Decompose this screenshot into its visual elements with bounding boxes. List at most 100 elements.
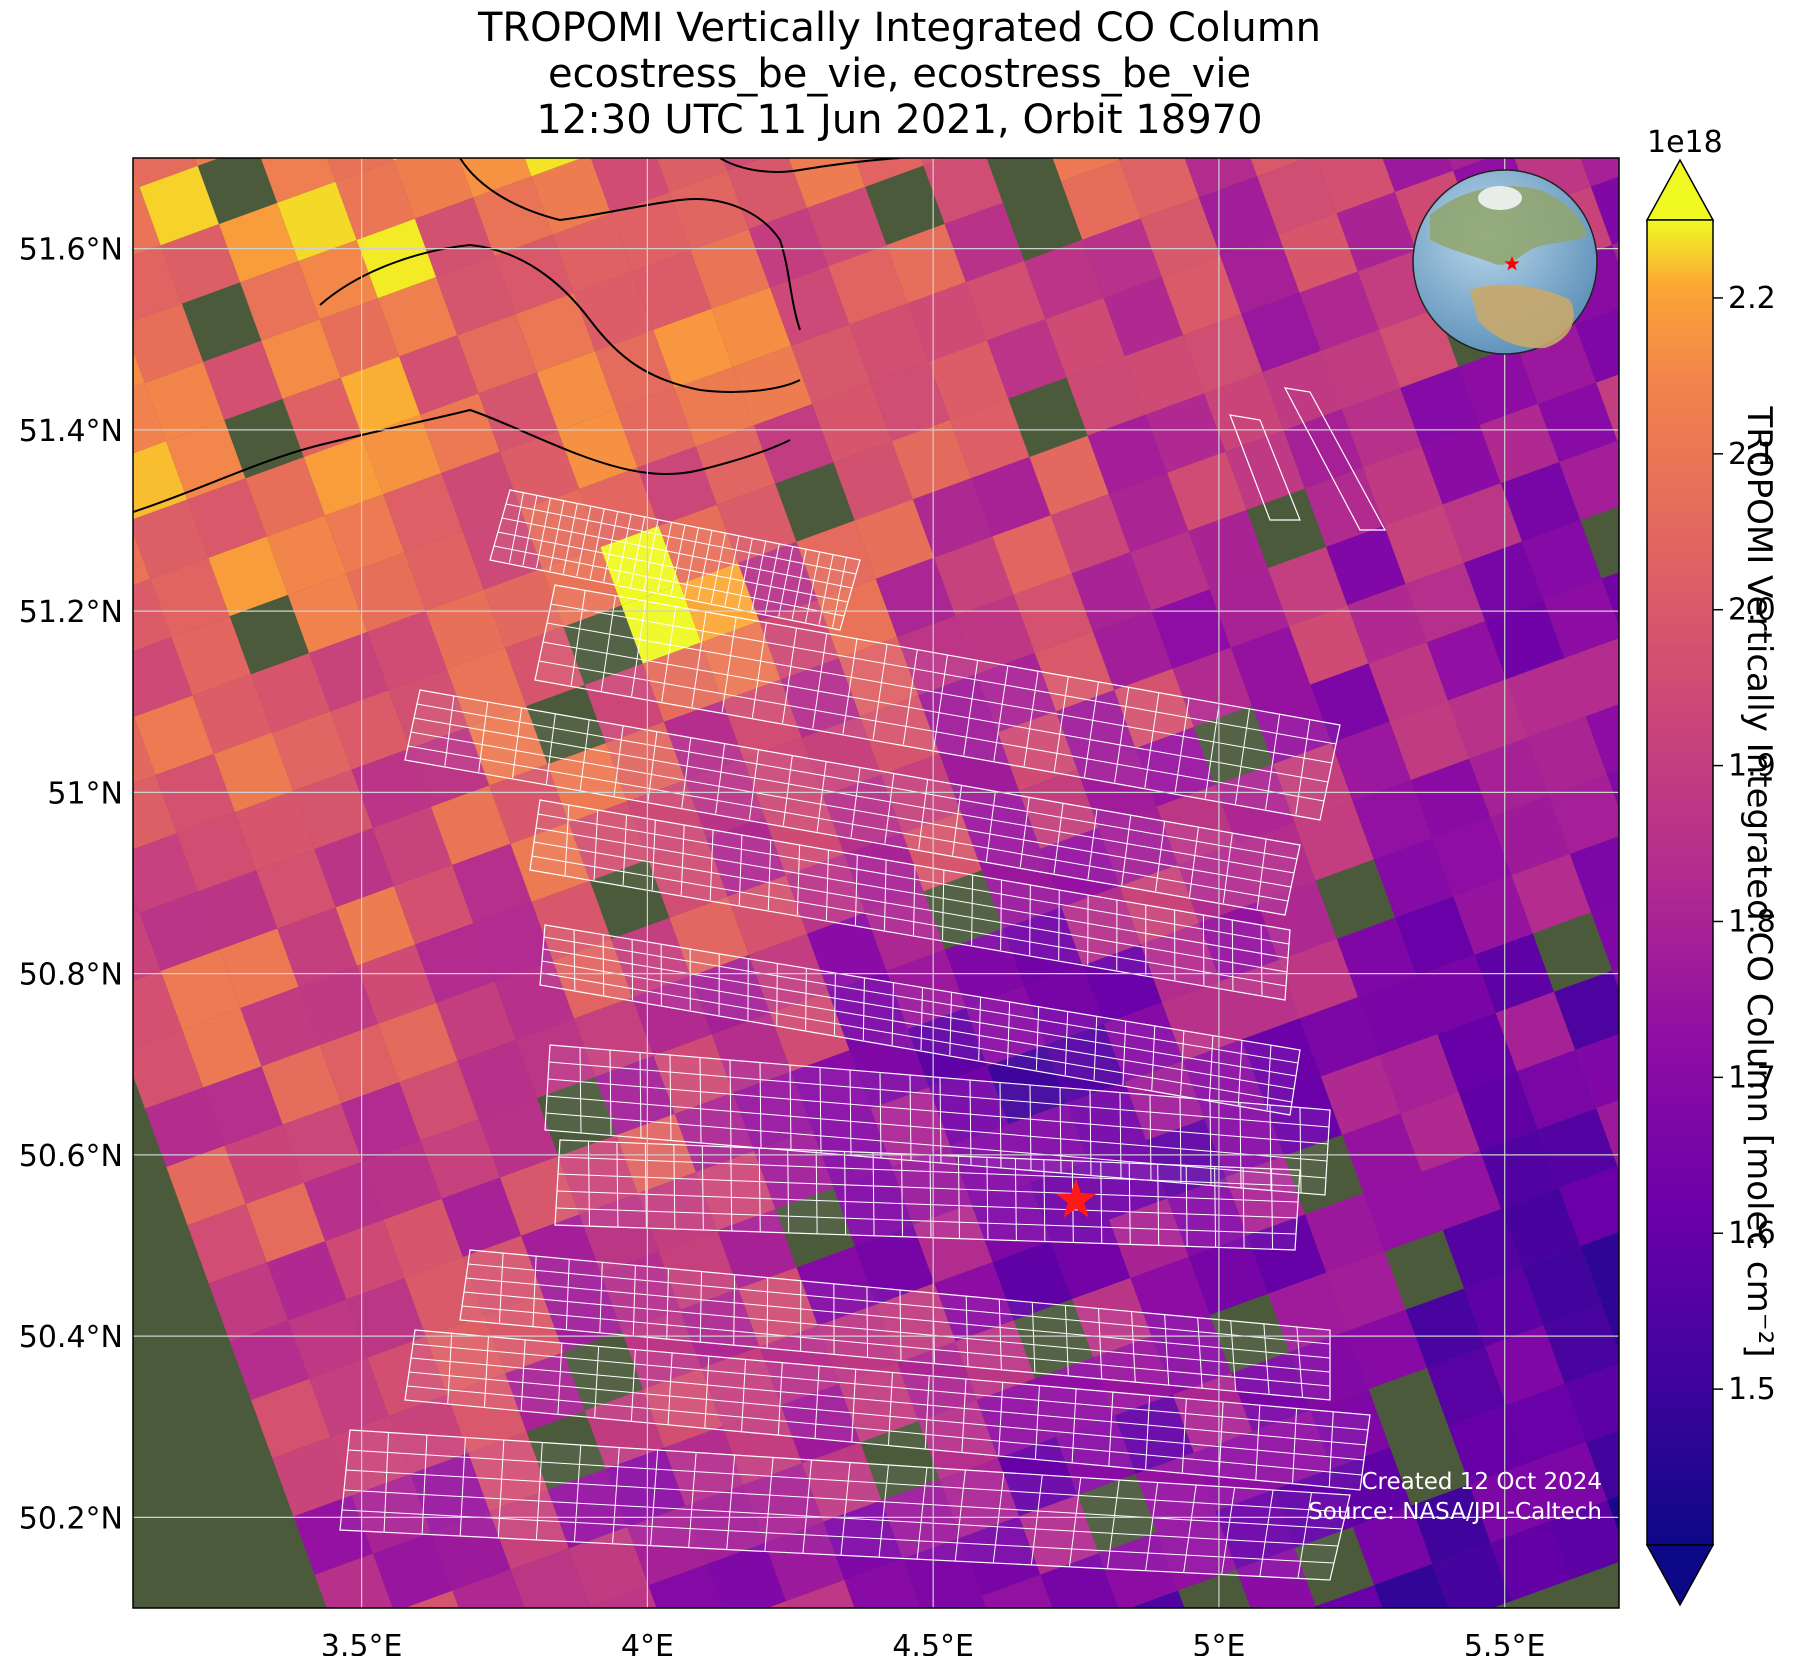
co-cell [955,594,1035,675]
colorbar-tick-label: 1.5 [1728,1372,1776,1407]
co-cell [971,456,1051,537]
colorbar-tick-label: 2.2 [1728,281,1776,316]
co-cell [1585,1429,1619,1501]
co-cell [920,158,945,166]
co-cell [1056,689,1136,770]
colorbar-body [1646,219,1714,1546]
co-cell [1109,1198,1189,1278]
co-cell [1040,1553,1119,1608]
co-cell [256,849,336,929]
co-cell [1204,1097,1284,1178]
co-cell [133,579,172,652]
co-cell [759,600,839,680]
star-icon [1504,256,1520,271]
co-cell [97,49,176,128]
co-cell [1411,1484,1491,1564]
co-cell [1140,197,1221,277]
co-cell [335,160,415,240]
co-cell [695,425,776,505]
co-cell [547,743,627,823]
co-cell [1442,1208,1523,1289]
co-cell [1416,954,1496,1035]
co-cell [573,271,654,352]
co-cell [627,54,706,133]
co-cell [1442,483,1523,563]
co-cell [806,186,887,267]
co-cell [886,223,966,304]
co-cell [1596,374,1619,441]
co-cell [1426,621,1507,701]
co-cell [1543,578,1619,659]
co-column-cells [44,49,1619,1608]
co-cell [176,812,257,892]
co-cell [653,308,733,389]
colorbar-min-extend [1645,1544,1715,1607]
y-tick-label: 50.2°N [19,1501,123,1536]
co-cell [844,1558,921,1608]
co-cell [1209,568,1290,648]
co-cell [362,1140,442,1220]
co-cell [436,255,516,336]
co-cell [1596,1100,1619,1167]
ecostress-scene [529,799,1291,1001]
ecostress-strip [1229,414,1301,521]
co-cell [1527,716,1607,796]
co-cell [1072,1277,1152,1358]
co-cell [1250,158,1307,177]
co-cell [1029,435,1109,516]
co-cell [133,499,209,580]
co-cell [229,1320,310,1401]
co-cell [1326,525,1406,606]
co-cell [706,817,786,897]
co-cell [457,314,537,394]
co-cell [1050,1219,1131,1300]
co-cell [288,1299,368,1379]
co-cell [1554,970,1619,1051]
co-cell [1601,1298,1619,1352]
co-cell [499,1156,580,1236]
co-cell [679,562,760,643]
co-cell [1093,610,1173,690]
co-cell [1183,313,1263,394]
y-tick-label: 51.4°N [19,414,123,449]
co-cell [1591,902,1619,971]
co-cell [494,960,575,1040]
title-line-2: ecostress_be_vie, ecostress_be_vie [547,51,1252,97]
co-cell [356,944,437,1024]
co-cell [1098,806,1178,886]
co-cell [446,647,527,728]
co-cell [1382,158,1454,192]
co-cell [1118,158,1126,161]
co-cell [1585,704,1619,775]
co-cell [616,388,696,468]
co-cell [1606,770,1619,808]
co-cell [447,1373,527,1453]
co-cell [664,1426,744,1506]
co-cell [314,1553,393,1608]
co-cell [372,806,453,887]
co-cell [1082,218,1162,299]
co-cell [346,1278,426,1358]
y-tick-label: 50.8°N [19,958,123,993]
co-cell [1426,1346,1507,1427]
co-cell [404,1590,459,1608]
co-cell [1374,1563,1449,1608]
co-cell [621,1309,702,1390]
co-cell [1283,409,1364,489]
co-cell [1251,684,1332,765]
co-cell [1119,158,1199,219]
co-cell [1347,1309,1427,1390]
co-cell [706,1542,787,1608]
co-cell [1156,60,1235,139]
co-cell [44,267,123,346]
co-cell [145,1087,225,1167]
co-cell [182,1008,262,1088]
co-cell [1241,292,1321,373]
co-cell [1161,255,1242,336]
co-cell [1342,1113,1422,1194]
co-cell [340,356,421,436]
co-cell [144,361,225,442]
co-cell [590,1585,657,1608]
co-cell [732,345,813,426]
co-cell [425,1315,506,1395]
